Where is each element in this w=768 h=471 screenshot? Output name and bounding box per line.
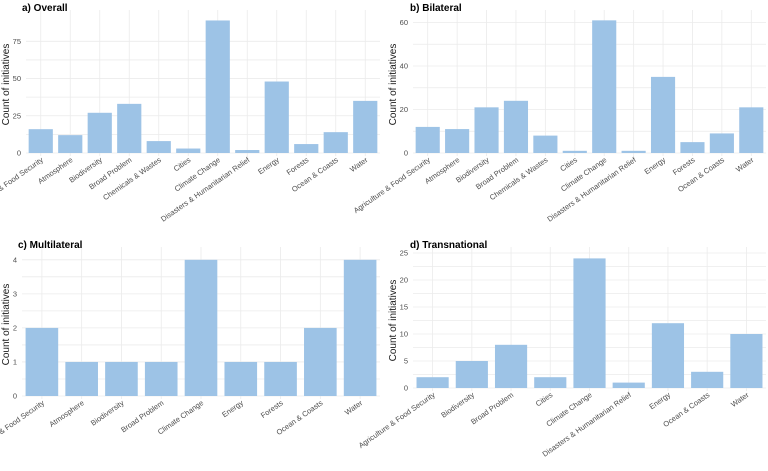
bar-energy [224, 361, 258, 396]
y-axis-title: Count of initiatives [388, 44, 399, 126]
y-axis-title: Count of initiatives [1, 284, 12, 366]
x-tick-label: Cities [172, 155, 193, 173]
bar-cities [562, 150, 587, 153]
bar-broad-problem [503, 100, 529, 153]
x-tick-label: Broad Problem [469, 390, 515, 426]
x-tick-label: Atmosphere [48, 398, 86, 429]
x-tick-label: Water [343, 398, 365, 417]
y-tick-label: 5 [404, 357, 408, 366]
bar-biodiversity [87, 112, 112, 153]
bar-forests [294, 144, 319, 153]
bar-water [739, 107, 764, 153]
bar-disasters-humanitarian-relief [235, 150, 260, 153]
bar-atmosphere [445, 129, 470, 153]
panel-title: a) Overall [22, 3, 68, 14]
y-tick-label: 4 [13, 255, 17, 264]
bar-chemicals-wastes [146, 141, 171, 153]
y-tick-label: 0 [17, 149, 21, 158]
x-tick-label: Water [734, 155, 756, 174]
x-tick-label: Agriculture & Food Security [0, 398, 46, 458]
y-tick-label: 2 [13, 323, 17, 332]
x-tick-label: Energy [220, 398, 245, 419]
bar-cities [534, 377, 567, 388]
y-tick-label: 25 [400, 249, 408, 258]
y-tick-label: 40 [400, 62, 408, 71]
bar-disasters-humanitarian-relief [621, 150, 646, 153]
bar-biodiversity [455, 361, 488, 388]
y-tick-label: 15 [400, 303, 408, 312]
bar-atmosphere [65, 361, 98, 396]
bar-climate-change [592, 20, 617, 153]
y-axis-title: Count of initiatives [1, 44, 12, 126]
x-tick-label: Agriculture & Food Security [357, 390, 437, 450]
y-tick-label: 75 [13, 37, 21, 46]
panel-title: b) Bilateral [410, 3, 462, 14]
y-axis-title: Count of initiatives [388, 280, 399, 362]
bar-ocean-coasts [323, 132, 348, 153]
bar-biodiversity [474, 107, 499, 153]
bar-water [730, 334, 763, 388]
y-tick-label: 20 [400, 276, 408, 285]
y-tick-label: 0 [13, 392, 17, 401]
y-tick-label: 3 [13, 289, 17, 298]
bar-chemicals-wastes [533, 135, 558, 153]
y-tick-label: 0 [404, 149, 408, 158]
bar-broad-problem [117, 103, 142, 153]
bar-biodiversity [105, 361, 138, 396]
x-tick-label: Forests [259, 398, 285, 420]
bar-agriculture-food-security [25, 327, 59, 396]
bar-energy [650, 76, 676, 153]
x-tick-label: Energy [647, 390, 672, 411]
x-tick-label: Energy [643, 155, 668, 176]
panel-title: c) Multilateral [18, 240, 83, 251]
bar-ocean-coasts [304, 327, 337, 396]
bar-broad-problem [144, 361, 178, 396]
y-tick-label: 1 [13, 357, 17, 366]
bar-energy [264, 81, 289, 153]
x-tick-label: Cities [558, 155, 579, 173]
bar-atmosphere [58, 135, 83, 153]
bar-broad-problem [494, 344, 528, 388]
y-tick-label: 60 [400, 18, 408, 27]
panel-title: d) Transnational [410, 240, 487, 251]
bar-agriculture-food-security [416, 377, 449, 388]
x-tick-label: Cities [534, 390, 555, 408]
x-tick-label: Water [729, 390, 751, 409]
bar-ocean-coasts [691, 371, 724, 388]
x-tick-label: Agriculture & Food Security [0, 155, 45, 215]
bar-climate-change [205, 20, 230, 153]
bar-climate-change [184, 259, 218, 396]
bar-water [353, 100, 378, 153]
y-tick-label: 0 [404, 384, 408, 393]
x-tick-label: Water [348, 155, 370, 174]
y-tick-label: 25 [13, 111, 21, 120]
y-tick-label: 10 [400, 330, 408, 339]
bar-agriculture-food-security [415, 126, 440, 153]
bar-climate-change [573, 258, 606, 388]
bar-energy [651, 323, 685, 388]
bar-forests [680, 142, 705, 153]
bar-ocean-coasts [709, 133, 734, 153]
bar-cities [176, 148, 201, 153]
x-tick-label: Biodiversity [439, 390, 476, 420]
x-tick-label: Biodiversity [89, 398, 126, 428]
bar-forests [264, 361, 297, 396]
y-tick-label: 50 [13, 74, 21, 83]
bar-disasters-humanitarian-relief [612, 382, 645, 388]
bar-water [343, 259, 377, 396]
bar-agriculture-food-security [28, 129, 53, 153]
x-tick-label: Energy [256, 155, 281, 176]
y-tick-label: 20 [400, 105, 408, 114]
